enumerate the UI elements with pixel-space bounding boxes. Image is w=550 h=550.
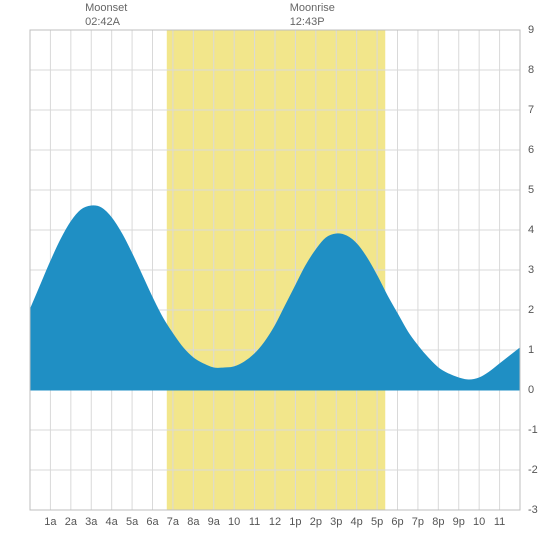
tide-chart: 1a2a3a4a5a6a7a8a9a1011121p2p3p4p5p6p7p8p… bbox=[0, 0, 550, 550]
chart-svg bbox=[0, 0, 550, 550]
